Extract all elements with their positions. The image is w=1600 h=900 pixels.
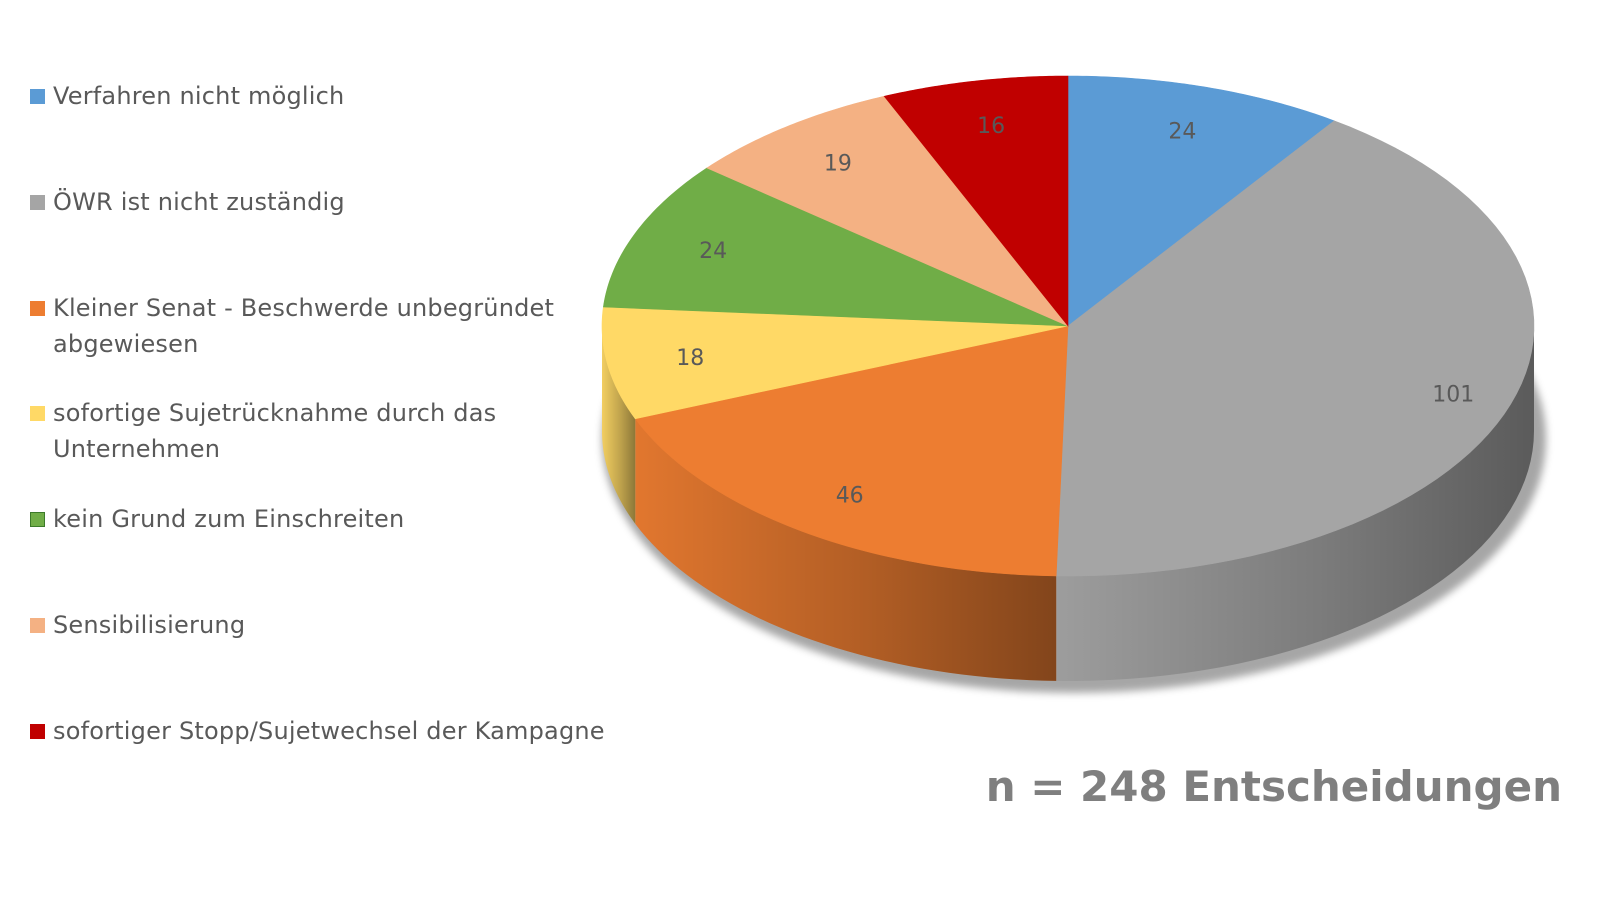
legend-label-verfahren-nicht-moeglich: Verfahren nicht möglich	[53, 82, 345, 110]
legend-label-oewr-nicht-zustaendig: ÖWR ist nicht zuständig	[53, 187, 345, 216]
legend-item-verfahren-nicht-moeglich: Verfahren nicht möglich	[30, 78, 620, 114]
legend-label-kein-grund: kein Grund zum Einschreiten	[53, 505, 405, 534]
data-label-verfahren-nicht-moeglich: 24	[1168, 119, 1196, 144]
data-label-oewr-nicht-zustaendig: 101	[1432, 383, 1474, 408]
sample-size-annotation: n = 248 Entscheidungen	[985, 762, 1562, 811]
legend-swatch-sensibilisierung	[30, 618, 45, 633]
legend-item-oewr-nicht-zustaendig: ÖWR ist nicht zuständig	[30, 184, 620, 220]
legend-swatch-kleiner-senat-abgewiesen	[30, 300, 45, 316]
legend-swatch-sujetruecknahme	[30, 406, 45, 422]
slice-side-shade-sujetruecknahme	[602, 326, 636, 524]
legend-item-sujetruecknahme: sofortige Sujetrücknahme durch das Unter…	[30, 395, 620, 467]
legend-swatch-oewr-nicht-zustaendig	[30, 194, 45, 210]
slice-kein-grund	[603, 167, 1069, 327]
pie-sides	[602, 326, 1534, 681]
legend-item-kein-grund: kein Grund zum Einschreiten	[30, 501, 620, 537]
slice-oewr-nicht-zustaendig	[1055, 120, 1535, 577]
slice-side-shade-kleiner-senat-abgewiesen	[635, 418, 1057, 681]
slice-sensibilisierung	[706, 95, 1069, 327]
legend-label-sujetruecknahme: sofortige Sujetrücknahme durch das Unter…	[53, 399, 497, 464]
slice-kleiner-senat-abgewiesen	[634, 325, 1069, 577]
data-label-stopp-sujetwechsel: 16	[977, 114, 1005, 139]
legend-swatch-verfahren-nicht-moeglich	[30, 89, 45, 104]
legend-label-stopp-sujetwechsel: sofortiger Stopp/Sujetwechsel der Kampag…	[53, 716, 605, 745]
slice-sujetruecknahme	[601, 306, 1069, 420]
data-label-kein-grund: 24	[699, 239, 727, 264]
legend-swatch-stopp-sujetwechsel	[30, 723, 45, 739]
legend-item-kleiner-senat-abgewiesen: Kleiner Senat - Beschwerde unbegründet a…	[30, 290, 620, 362]
slice-verfahren-nicht-moeglich	[1067, 75, 1335, 327]
pie-slices	[601, 75, 1535, 577]
pie-data-labels: 24 101 46 18 24 19 16	[676, 114, 1474, 508]
legend-item-sensibilisierung: Sensibilisierung	[30, 607, 620, 643]
data-label-sujetruecknahme: 18	[676, 346, 704, 371]
legend-swatch-kein-grund	[30, 512, 45, 528]
data-label-kleiner-senat-abgewiesen: 46	[836, 483, 864, 508]
data-label-sensibilisierung: 19	[824, 151, 852, 176]
slice-stopp-sujetwechsel	[883, 75, 1069, 327]
legend-label-sensibilisierung: Sensibilisierung	[53, 611, 246, 639]
legend-label-kleiner-senat-abgewiesen: Kleiner Senat - Beschwerde unbegründet a…	[53, 293, 555, 358]
legend-item-stopp-sujetwechsel: sofortiger Stopp/Sujetwechsel der Kampag…	[30, 713, 620, 749]
slice-side-shade-oewr-nicht-zustaendig	[1056, 326, 1534, 681]
